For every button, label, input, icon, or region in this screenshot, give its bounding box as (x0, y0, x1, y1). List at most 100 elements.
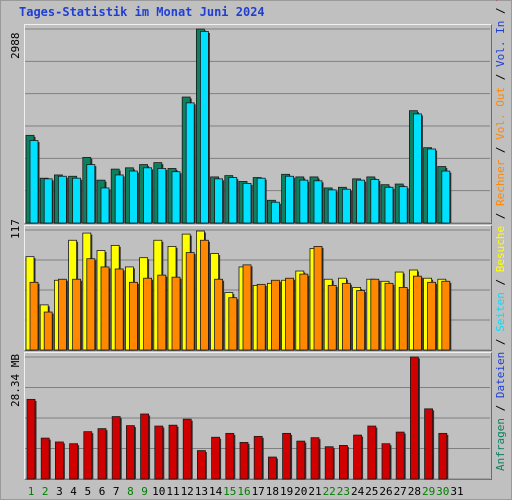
day-label: 8 (127, 485, 134, 498)
day-label: 1 (27, 485, 35, 498)
hits-ymax-label: 2988 (9, 32, 22, 60)
seiten-bar (313, 180, 323, 224)
visits-ymax-label: 117 (9, 219, 22, 239)
day-label: 7 (112, 485, 120, 498)
day-label: 19 (279, 485, 294, 498)
rechner-bar (228, 297, 238, 351)
rechner-bar (128, 281, 138, 351)
volumen-bar (97, 428, 107, 480)
rechner-bar (86, 258, 96, 351)
day-label: 22 (322, 485, 336, 498)
rechner-bar (171, 276, 181, 351)
volumen-bar (239, 442, 249, 480)
legend-entry: / (494, 206, 507, 226)
day-label: 25 (365, 485, 379, 498)
seiten-bar (412, 113, 422, 224)
seiten-bar (114, 174, 124, 224)
legend-entry: / (494, 331, 507, 352)
seiten-bar (157, 168, 167, 224)
seiten-bar (199, 31, 209, 224)
rechner-bar (270, 279, 280, 351)
seiten-bar (72, 177, 81, 224)
rechner-bar (256, 283, 266, 351)
volumen-bar (253, 435, 263, 480)
rechner-bar (72, 278, 81, 351)
volumen-bar (83, 431, 93, 480)
day-label: 6 (98, 485, 106, 498)
rechner-bar (412, 275, 422, 351)
day-label: 2 (41, 485, 49, 498)
volumen-bar (267, 456, 277, 480)
rechner-bar (100, 266, 110, 351)
day-label: 9 (141, 485, 148, 498)
volumen-bar (409, 356, 419, 480)
rechner-bar (43, 311, 53, 351)
day-label: 13 (194, 485, 209, 498)
legend-entry: Vol. Out (494, 86, 507, 140)
seiten-bar (441, 170, 451, 224)
day-label: 23 (336, 485, 351, 498)
seiten-bar (214, 178, 224, 224)
day-label: 27 (393, 485, 407, 498)
rechner-bar (285, 277, 295, 351)
rechner-bar (114, 268, 124, 351)
seiten-bar (100, 187, 110, 224)
seiten-bar (327, 189, 337, 224)
legend-entry: / (494, 66, 507, 87)
legend-entry: / (494, 398, 507, 419)
volumen-bar (296, 440, 306, 480)
day-label: 10 (152, 485, 166, 498)
day-label: 24 (350, 485, 365, 498)
day-label: 29 (421, 485, 436, 498)
seiten-bar (384, 186, 394, 224)
rechner-bar (214, 278, 224, 351)
volumen-bar (211, 436, 221, 480)
day-label: 15 (223, 485, 237, 498)
volumen-bar (381, 443, 391, 480)
seiten-bar (299, 179, 309, 224)
rechner-bar (370, 278, 380, 351)
volumen-bar (26, 398, 36, 480)
seiten-bar (285, 175, 295, 224)
legend-entry: Vol. In (494, 20, 507, 67)
volumen-bar (69, 443, 78, 480)
volumen-bar (55, 441, 64, 480)
seiten-bar (270, 201, 280, 224)
day-label: 17 (251, 485, 265, 498)
day-label: 5 (84, 485, 92, 498)
day-label: 31 (450, 485, 464, 498)
seiten-bar (143, 167, 153, 224)
volumen-bar (395, 431, 405, 480)
rechner-bar (58, 278, 67, 351)
rechner-bar (313, 246, 323, 351)
seiten-bar (171, 171, 181, 224)
rechner-bar (242, 264, 252, 351)
day-label: 30 (436, 485, 450, 498)
volumen-bar (154, 425, 164, 480)
rechner-bar (29, 281, 39, 351)
legend-entry: Seiten (494, 292, 507, 332)
seiten-bar (228, 177, 238, 224)
seiten-bar (242, 182, 252, 224)
seiten-bar (427, 148, 437, 224)
volumen-bar (225, 432, 235, 480)
day-label: 12 (180, 485, 194, 498)
rechner-bar (356, 290, 366, 351)
rechner-bar (199, 239, 209, 351)
volumen-bar (353, 434, 363, 480)
seiten-bar (86, 164, 96, 224)
volumen-bar (182, 418, 192, 480)
legend-entry: Rechner (494, 159, 507, 207)
rechner-bar (157, 274, 167, 351)
seiten-bar (43, 178, 53, 224)
day-label: 21 (308, 485, 322, 498)
day-label: 18 (265, 485, 280, 498)
volumen-bar (438, 432, 448, 480)
legend-entry: Dateien (494, 351, 507, 399)
volumen-bar (126, 425, 135, 480)
legend-entry: Anfragen (494, 418, 507, 471)
volumen-bar (168, 424, 178, 480)
volumen-bar (140, 413, 150, 480)
